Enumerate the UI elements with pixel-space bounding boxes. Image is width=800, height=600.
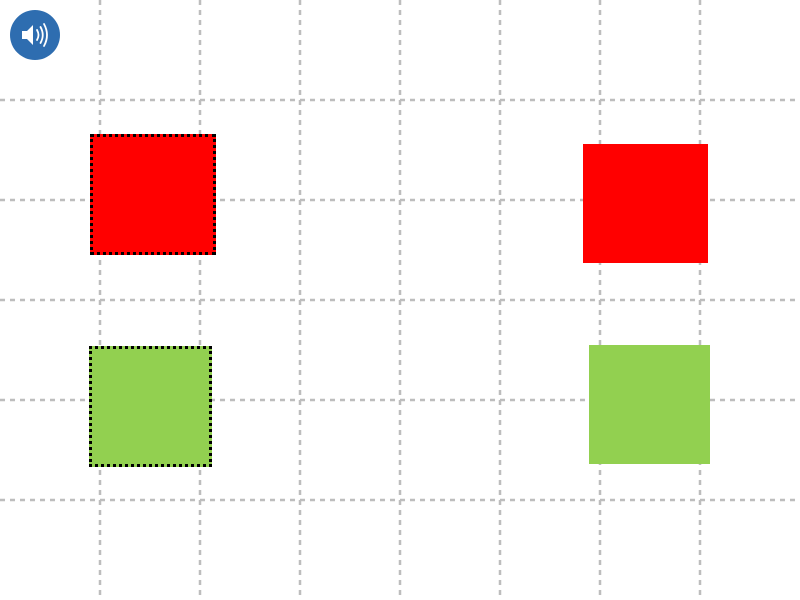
sound-button[interactable] — [10, 10, 60, 60]
green-square-left[interactable] — [89, 346, 212, 467]
speaker-icon — [10, 10, 60, 60]
red-square-right[interactable] — [583, 144, 708, 263]
green-square-right[interactable] — [589, 345, 710, 464]
red-square-left[interactable] — [90, 134, 216, 255]
